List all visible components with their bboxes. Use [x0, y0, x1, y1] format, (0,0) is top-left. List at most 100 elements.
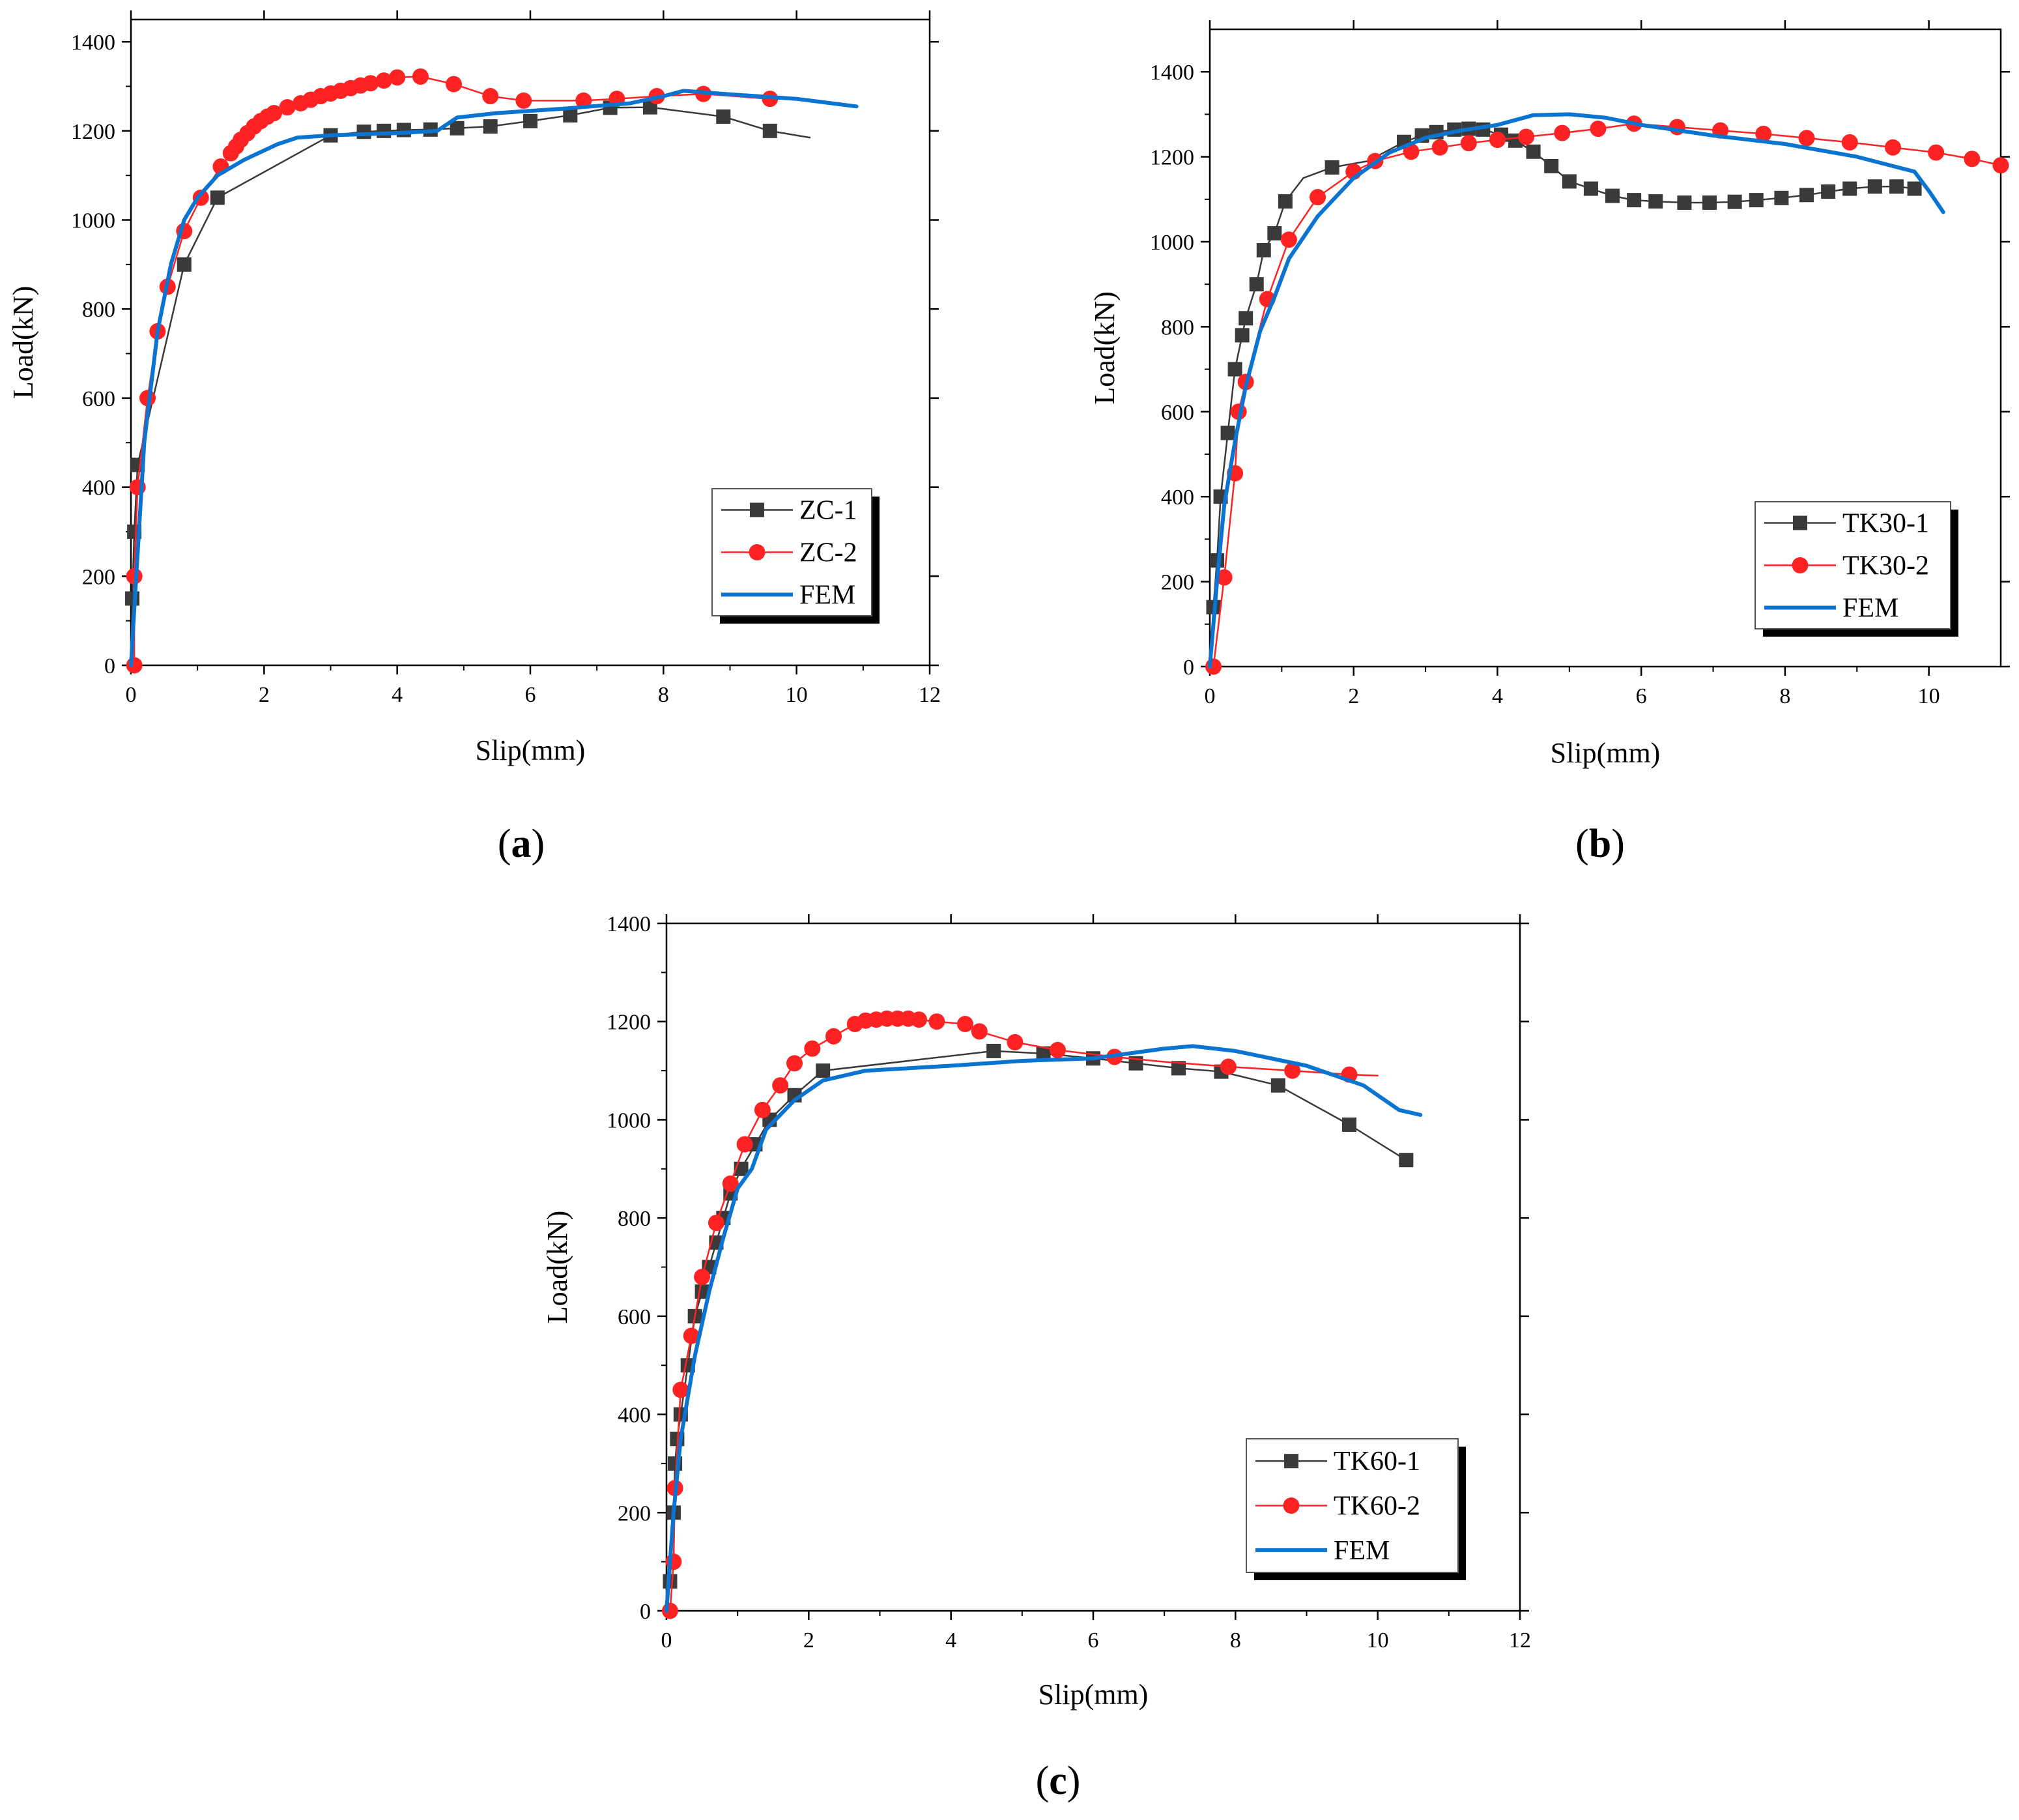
legend: TK60-1 TK60-2 FEM — [1246, 1438, 1466, 1580]
y-tick-label: 1400 — [607, 912, 651, 936]
data-point — [786, 1055, 803, 1072]
series-FEM — [129, 89, 859, 667]
data-point — [1239, 311, 1253, 326]
data-point — [1431, 139, 1448, 156]
x-tick-label: 4 — [1492, 684, 1503, 708]
data-point — [911, 1011, 928, 1028]
series-line-FEM — [665, 1044, 1423, 1613]
x-tick-label: 12 — [919, 683, 941, 707]
data-point — [1489, 132, 1506, 149]
data-point — [1526, 144, 1541, 159]
data-point — [377, 123, 392, 138]
x-tick-label: 6 — [1636, 684, 1647, 708]
data-point — [1007, 1033, 1024, 1050]
data-point — [1821, 184, 1836, 199]
data-point — [563, 108, 578, 123]
data-point — [125, 591, 140, 606]
y-tick-label: 800 — [618, 1207, 651, 1231]
y-tick-label: 1000 — [71, 209, 115, 233]
x-axis-title: Slip(mm) — [1551, 737, 1661, 769]
data-point — [1677, 195, 1692, 210]
x-tick-label: 2 — [259, 683, 270, 707]
legend-marker — [1284, 1454, 1298, 1469]
data-point — [575, 92, 592, 109]
y-tick-label: 600 — [1161, 401, 1194, 425]
data-point — [1544, 158, 1559, 173]
legend-label: FEM — [799, 581, 855, 611]
data-point — [1554, 124, 1571, 141]
y-tick-label: 0 — [104, 654, 115, 678]
y-tick-label: 1200 — [1150, 146, 1194, 170]
y-tick-label: 600 — [82, 387, 115, 411]
data-point — [279, 99, 296, 116]
legend-label: TK60-2 — [1334, 1492, 1420, 1522]
y-tick-label: 1400 — [71, 31, 115, 55]
data-point — [1583, 181, 1598, 196]
data-point — [1727, 194, 1742, 209]
x-tick-label: 6 — [1088, 1628, 1099, 1653]
x-tick-label: 2 — [1348, 684, 1359, 708]
legend-label: TK30-2 — [1842, 551, 1929, 581]
y-tick-label: 1200 — [71, 120, 115, 144]
legend-marker — [1793, 515, 1807, 530]
legend-label: FEM — [1842, 594, 1898, 624]
y-axis-title: Load(kN) — [1089, 291, 1121, 405]
data-point — [1648, 194, 1663, 209]
data-point — [816, 1063, 831, 1078]
series-line-FEM — [1208, 112, 1945, 669]
x-axis-title: Slip(mm) — [1038, 1679, 1149, 1711]
legend: TK30-1 TK30-2 FEM — [1754, 501, 1958, 637]
data-point — [971, 1023, 988, 1040]
chart-panel-b: 0 2 4 6 8 10 0 200 400 600 800 1000 1200 1400 Slip(mm)… — [1089, 20, 2010, 769]
data-point — [1280, 231, 1297, 248]
data-point — [523, 113, 537, 128]
series-line-FEM — [129, 89, 859, 667]
data-point — [362, 75, 379, 92]
data-point — [1605, 188, 1620, 203]
x-tick-label: 0 — [126, 683, 137, 707]
data-point — [642, 100, 657, 115]
legend-marker — [750, 502, 764, 517]
data-point — [762, 123, 777, 138]
data-point — [986, 1043, 1001, 1058]
data-point — [375, 72, 392, 89]
x-tick-label: 10 — [786, 683, 808, 707]
data-point — [1325, 160, 1339, 175]
data-point — [716, 109, 731, 124]
y-tick-label: 200 — [1161, 571, 1194, 595]
data-point — [266, 105, 283, 122]
data-point — [1627, 193, 1642, 208]
data-point — [1216, 569, 1233, 586]
data-point — [356, 124, 371, 139]
data-point — [389, 69, 406, 86]
data-point — [515, 92, 532, 109]
x-tick-label: 2 — [803, 1628, 814, 1653]
data-point — [1992, 157, 2009, 174]
y-tick-label: 400 — [618, 1404, 651, 1428]
data-point — [1310, 189, 1326, 206]
data-point — [1270, 1078, 1285, 1093]
x-tick-label: 4 — [392, 683, 403, 707]
x-tick-label: 4 — [945, 1628, 956, 1653]
data-point — [1256, 243, 1271, 258]
x-tick-label: 8 — [658, 683, 669, 707]
chart-panel-c: 0 2 4 6 8 10 12 0 200 400 600 800 1000 1200 1400 Slip(m… — [541, 912, 1531, 1711]
data-point — [694, 1269, 711, 1286]
data-point — [1518, 128, 1535, 145]
data-point — [1590, 121, 1607, 137]
y-tick-label: 600 — [618, 1305, 651, 1329]
data-point — [736, 1136, 753, 1153]
legend-label: ZC-2 — [799, 538, 857, 568]
data-point — [1171, 1061, 1186, 1076]
data-point — [482, 88, 499, 105]
y-tick-label: 1000 — [1150, 231, 1194, 255]
x-tick-label: 8 — [1779, 684, 1790, 708]
data-point — [1749, 193, 1764, 208]
legend: ZC-1 ZC-2 FEM — [711, 488, 880, 624]
data-point — [683, 1327, 700, 1344]
series-FEM — [1208, 112, 1945, 669]
legend-label: FEM — [1334, 1536, 1390, 1566]
data-point — [928, 1013, 945, 1030]
y-tick-label: 800 — [82, 298, 115, 322]
